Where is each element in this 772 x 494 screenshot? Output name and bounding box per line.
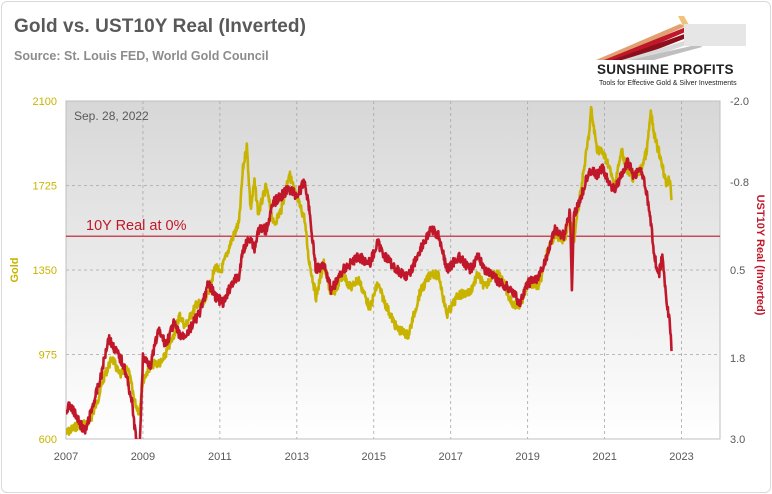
- right-tick-label: -0.8: [730, 177, 749, 189]
- x-tick-label: 2019: [515, 451, 539, 463]
- zero-real-rate-label: 10Y Real at 0%: [86, 218, 187, 234]
- x-tick-label: 2021: [592, 451, 616, 463]
- right-axis-title: UST10Y Real (Inverted): [754, 195, 766, 316]
- series-layer: [66, 105, 673, 439]
- x-tick-label: 2023: [669, 451, 693, 463]
- right-tick-label: 0.5: [730, 265, 745, 277]
- x-tick-label: 2009: [131, 451, 155, 463]
- grid: [65, 100, 721, 440]
- left-tick-label: 2100: [33, 96, 57, 108]
- left-tick-label: 1725: [33, 181, 57, 193]
- left-axis-title: Gold: [9, 257, 21, 282]
- sunburst-icon: [596, 16, 746, 60]
- sunshine-profits-logo: SUNSHINE PROFITS Tools for Effective Gol…: [594, 16, 754, 94]
- plot-border: [65, 100, 721, 440]
- logo-tagline: Tools for Effective Gold & Silver Invest…: [599, 80, 737, 87]
- left-tick-label: 1350: [33, 265, 57, 277]
- right-tick-label: 3.0: [730, 434, 745, 446]
- x-tick-label: 2007: [54, 451, 78, 463]
- ust10y-real-inverted-line: [66, 157, 673, 439]
- left-tick-label: 975: [39, 350, 57, 362]
- x-tick-label: 2015: [362, 451, 386, 463]
- x-tick-label: 2017: [438, 451, 462, 463]
- logo-name: SUNSHINE PROFITS: [597, 62, 734, 77]
- chart-title: Gold vs. UST10Y Real (Inverted): [14, 16, 307, 37]
- labels-layer: 2007 2009 2011 2013 2015 2017 2019 2021 2023 600 9…: [9, 96, 766, 463]
- chart-subtitle: Source: St. Louis FED, World Gold Counci…: [14, 49, 269, 63]
- x-tick-label: 2013: [285, 451, 309, 463]
- right-tick-label: -2.0: [730, 96, 749, 108]
- x-tick-label: 2011: [208, 451, 232, 463]
- left-tick-label: 600: [39, 434, 57, 446]
- right-tick-label: 1.8: [730, 353, 745, 365]
- date-annotation: Sep. 28, 2022: [74, 109, 149, 123]
